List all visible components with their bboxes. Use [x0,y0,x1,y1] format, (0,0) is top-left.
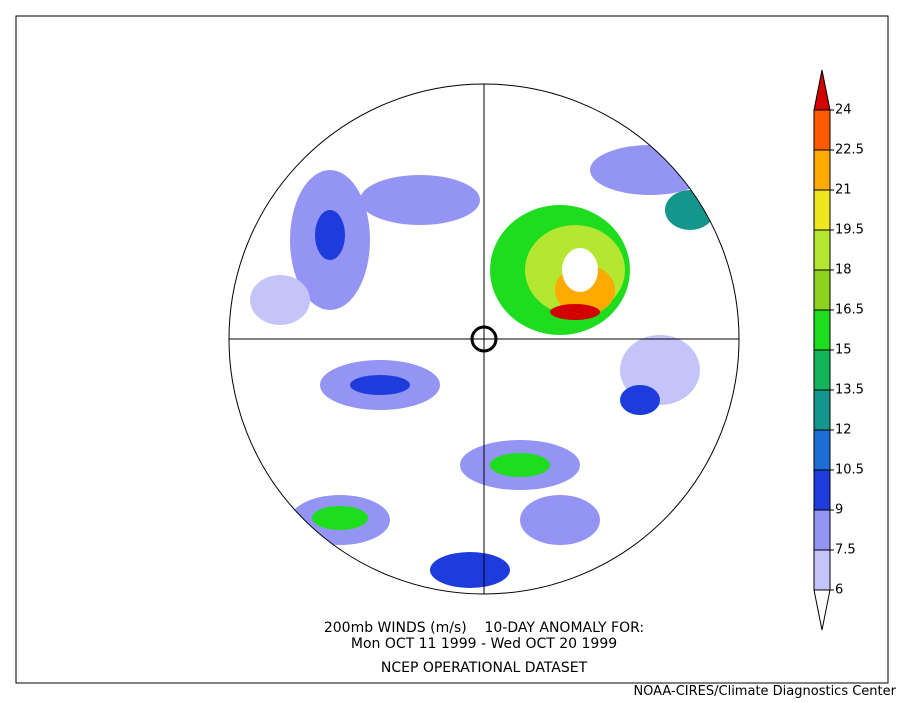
colorbar-label: 16.5 [835,303,864,318]
colorbar-band [813,349,831,391]
colorbar-band [813,109,831,151]
colorbar-label: 21 [835,183,852,198]
colorbar-label: 18 [835,263,852,278]
colorbar-label: 10.5 [835,463,864,478]
colorbar-band [813,189,831,231]
colorbar-band [813,69,831,111]
colorbar-band [813,389,831,431]
colorbar-label: 12 [835,423,852,438]
colorbar-band [813,229,831,271]
caption-line: NCEP OPERATIONAL DATASET [381,660,588,676]
colorbar-band [813,589,831,631]
map-shading [229,84,739,594]
colorbar-band [813,509,831,551]
caption-line: Mon OCT 11 1999 - Wed OCT 20 1999 [351,636,617,652]
credit: NOAA-CIRES/Climate Diagnostics Center [633,684,896,699]
colorbar-band [813,549,831,591]
colorbar-band [813,469,831,511]
colorbar-label: 15 [835,343,852,358]
colorbar-label: 13.5 [835,383,864,398]
colorbar-label: 6 [835,583,843,598]
frame [15,15,889,684]
colorbar-label: 24 [835,103,852,118]
colorbar-label: 7.5 [835,543,856,558]
colorbar-label: 9 [835,503,843,518]
colorbar-band [813,269,831,311]
colorbar-band [813,149,831,191]
caption-line: 200mb WINDS (m/s) 10-DAY ANOMALY FOR: [324,620,644,636]
colorbar-band [813,309,831,351]
colorbar-label: 22.5 [835,143,864,158]
colorbar: 6 7.5 9 10.5 12 13.5 15 16.5 18 19.5 21 22.5 24 [813,69,864,631]
colorbar-band [813,429,831,471]
colorbar-label: 19.5 [835,223,864,238]
pole [470,325,498,353]
